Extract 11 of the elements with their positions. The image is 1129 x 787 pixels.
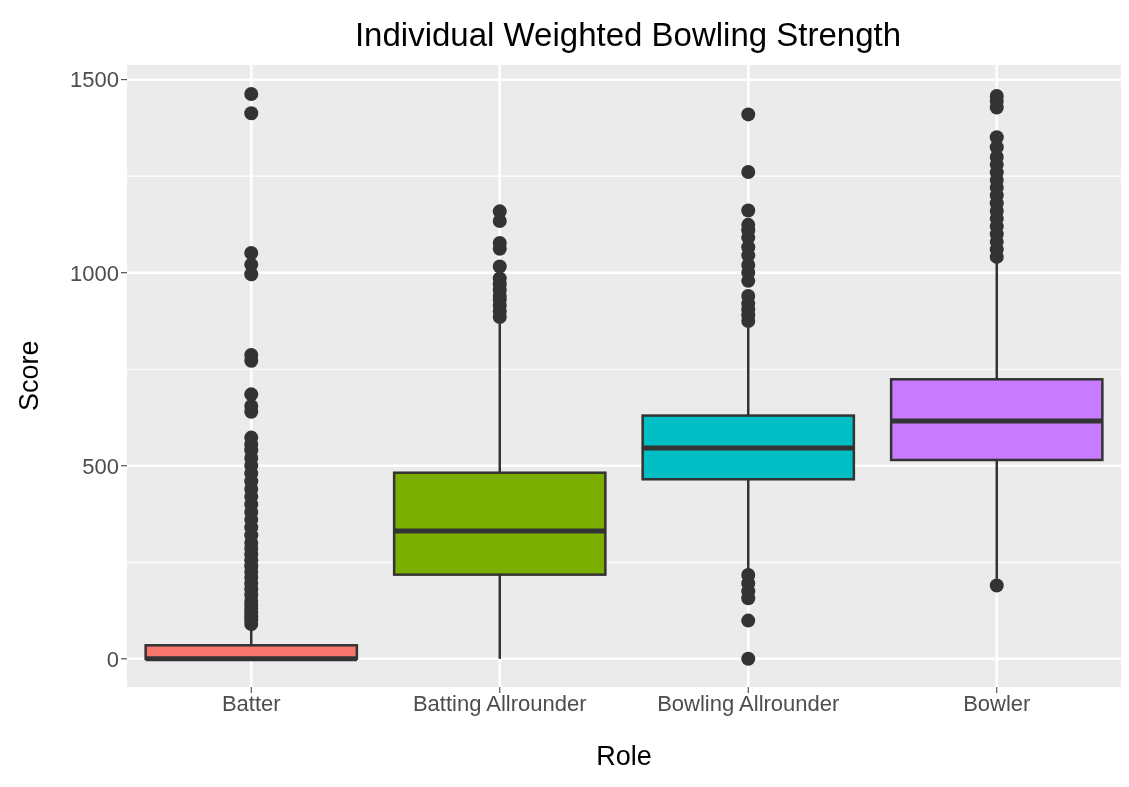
x-tick-label: Batting Allrounder bbox=[412, 690, 587, 716]
y-axis-title: Score bbox=[13, 340, 44, 411]
x-axis-title: Role bbox=[596, 741, 652, 771]
x-tick-label: Bowling Allrounder bbox=[657, 690, 840, 716]
x-tick-label: Batter bbox=[221, 690, 281, 716]
y-tick-label: 1000 bbox=[70, 260, 119, 286]
y-tick-label: 1500 bbox=[70, 67, 119, 93]
chart-title: Individual Weighted Bowling Strength bbox=[353, 16, 903, 54]
y-tick-label: 500 bbox=[82, 453, 119, 479]
x-tick-label: Bowler bbox=[963, 690, 1031, 716]
y-tick-label: 0 bbox=[106, 646, 119, 672]
